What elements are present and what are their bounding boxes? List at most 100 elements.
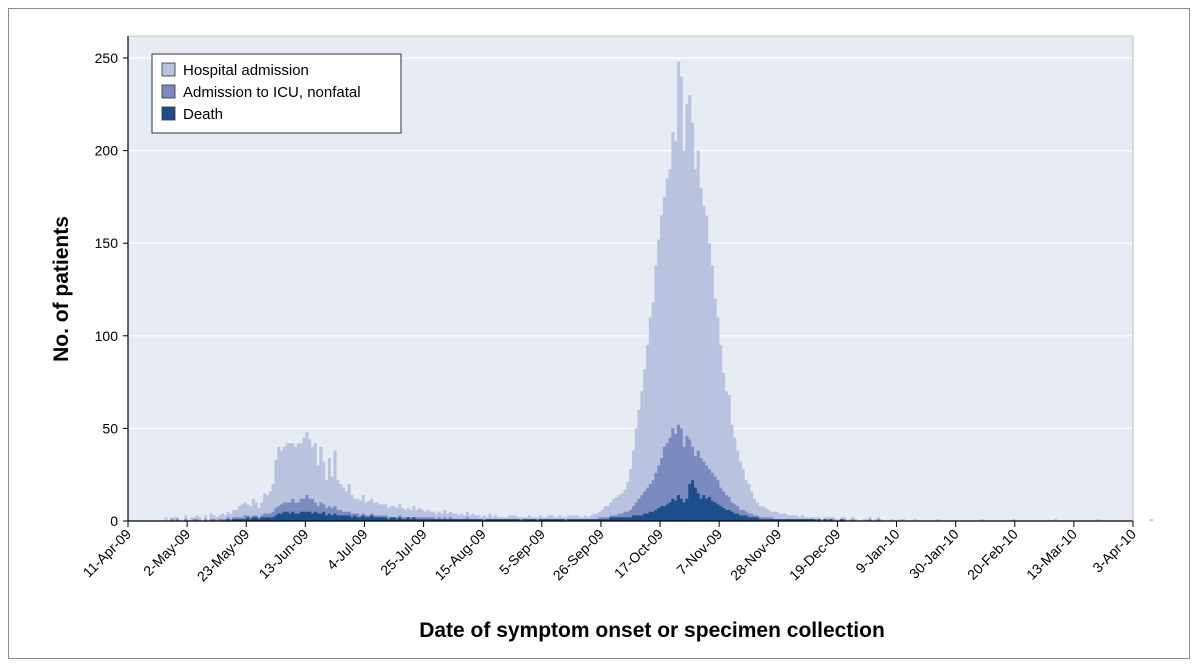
bar-hospital [398,504,402,521]
bar-icu [876,519,880,521]
bar-death [550,519,554,521]
bar-hospital [302,437,306,521]
bar-hospital [457,515,461,521]
bar-death [477,519,481,521]
bar-death [724,509,728,521]
bar-death [263,517,267,521]
bar-death [795,519,799,521]
bar-hospital [772,511,776,521]
bar-hospital [212,515,216,521]
bar-death [626,517,630,521]
bar-hospital [721,372,726,521]
bar-hospital [786,515,790,521]
bar-hospital [218,515,222,521]
bar-death [778,519,782,521]
bar-death [747,517,751,521]
bar-hospital [344,491,348,521]
bar-hospital [240,504,244,521]
bar-death [547,519,551,521]
bar-death [381,517,385,521]
bar-hospital [333,450,337,521]
bar-death [803,519,807,521]
axes [127,35,1134,522]
bar-hospital [671,132,675,521]
x-tick-label: 4-Jul-09 [324,526,371,573]
bar-hospital [696,150,700,521]
bar-hospital [539,515,543,521]
bar-hospital [665,178,669,521]
bar-death [240,519,244,521]
bar-icu [814,519,818,521]
bar-hospital [294,446,298,521]
bar-death [392,517,396,521]
bar-hospital [1149,519,1153,521]
bar-death [296,513,300,521]
bar-hospital [693,169,697,521]
bar-hospital [251,498,255,521]
bar-death [465,519,469,521]
bar-death [823,519,827,521]
bar-icu [265,513,270,521]
bar-hospital [372,502,376,521]
bar-icu [288,502,292,521]
legend-label-death: Death [183,106,223,123]
bar-death [510,519,514,521]
bar-death [327,513,331,521]
bar-hospital [634,428,638,521]
bar-icu [688,439,692,521]
legend-box [151,53,402,134]
bar-hospital [800,515,804,521]
bar-death [280,513,284,521]
y-axis-ticks: 0 50 100 150 200 250 [95,50,128,529]
bar-death [488,519,492,521]
bar-hospital [420,509,424,521]
bar-icu [662,446,666,521]
bar-death [527,519,531,521]
bar-death [553,519,557,521]
y-tick-label: 200 [95,143,119,159]
bar-hospital [595,513,599,521]
bar-death [615,517,619,521]
bar-hospital [429,511,433,521]
bar-hospital [474,515,478,521]
bar-hospital [702,206,706,521]
bar-hospital [651,302,655,521]
bar-death [386,519,391,521]
bar-death [555,519,559,521]
bar-death [406,517,410,521]
bar-death [764,519,768,521]
bar-icu [617,513,621,521]
bar-death [274,515,278,521]
bar-hospital [752,498,757,521]
bar-icu [327,506,331,521]
bar-hospital [271,483,275,521]
bar-hospital [834,519,838,521]
bar-death [460,519,464,521]
bar-hospital [741,469,745,521]
bar-icu [308,498,312,521]
bar-hospital [173,517,177,521]
bar-hospital [440,513,444,521]
bar-hospital [747,483,751,521]
bar-death [730,511,734,521]
bar-hospital [837,519,841,521]
bar-death [234,519,239,521]
bar-death [409,519,413,521]
bar-icu [243,515,247,521]
bar-hospital [781,513,785,521]
bar-hospital [738,461,742,521]
x-tick-label: 2-May-09 [140,526,193,579]
bar-death [660,506,664,521]
bar-icu [707,469,711,521]
bar-hospital [558,515,562,521]
bar-hospital [482,515,486,521]
y-tick-label: 0 [110,513,118,529]
bar-hospital [699,187,703,521]
bar-death [634,515,638,521]
bar-icu [192,519,196,521]
bar-hospital [615,496,619,521]
bar-death [544,519,548,521]
bar-icu [651,480,655,521]
bar-hospital [434,513,438,521]
bar-death [586,519,590,521]
